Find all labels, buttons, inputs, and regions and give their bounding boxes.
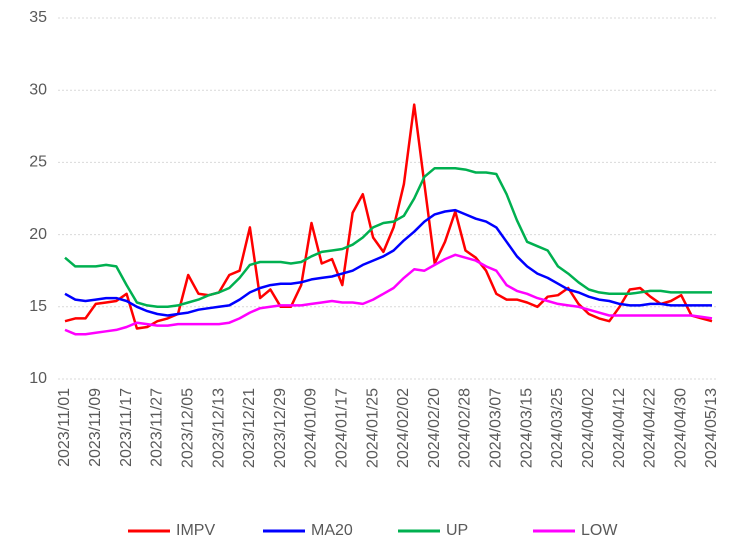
x-tick-label: 2024/04/12 <box>611 388 628 468</box>
x-tick-label: 2024/05/13 <box>703 388 720 468</box>
y-tick-label: 10 <box>29 370 47 387</box>
x-tick-label: 2024/01/09 <box>303 388 320 468</box>
x-tick-label: 2024/02/28 <box>457 388 474 468</box>
series-line <box>64 166 712 309</box>
y-tick-label: 20 <box>29 226 47 243</box>
x-tick-label: 2023/11/17 <box>118 388 135 467</box>
y-tick-label: 35 <box>29 9 47 26</box>
x-tick-label: 2023/12/29 <box>272 388 289 468</box>
x-tick-label: 2023/11/01 <box>56 388 73 467</box>
x-tick-label: 2024/04/30 <box>672 388 689 468</box>
series-line <box>64 208 712 317</box>
x-tick-label: 2024/04/02 <box>580 388 597 468</box>
x-tick-label: 2023/11/27 <box>149 388 166 467</box>
legend-label: UP <box>446 522 468 539</box>
x-tick-label: 2024/01/17 <box>334 388 351 468</box>
y-tick-label: 25 <box>29 154 47 171</box>
x-tick-label: 2024/03/25 <box>549 388 566 468</box>
legend-label: LOW <box>581 522 618 539</box>
series-line <box>64 103 713 330</box>
x-tick-label: 2024/03/15 <box>518 388 535 468</box>
x-tick-label: 2024/01/25 <box>364 388 381 468</box>
x-tick-label: 2024/03/07 <box>488 388 505 468</box>
x-tick-label: 2023/12/21 <box>241 388 258 468</box>
x-tick-label: 2024/02/20 <box>426 388 443 468</box>
legend-label: IMPV <box>176 522 215 539</box>
x-tick-label: 2023/11/09 <box>87 388 104 467</box>
series-line <box>64 253 713 336</box>
x-tick-label: 2024/02/02 <box>395 388 412 468</box>
x-tick-label: 2023/12/05 <box>179 388 196 468</box>
y-tick-label: 15 <box>29 298 47 315</box>
legend-label: MA20 <box>311 522 353 539</box>
x-tick-label: 2024/04/22 <box>642 388 659 468</box>
x-tick-label: 2023/12/13 <box>210 388 227 468</box>
y-tick-label: 30 <box>29 81 47 98</box>
